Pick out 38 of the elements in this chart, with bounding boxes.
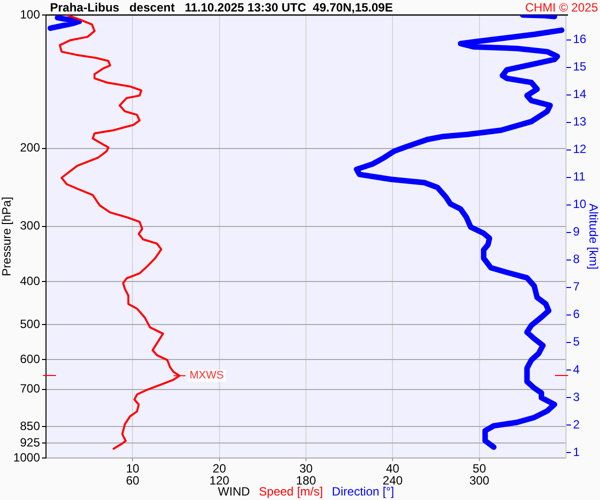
y2-tick-label: 1: [573, 444, 580, 459]
y-tick-label: 500: [20, 316, 40, 331]
y2-tick-label: 5: [573, 334, 580, 349]
y2-tick-label: 11: [573, 170, 586, 184]
y-tick-label: 1000: [13, 450, 40, 464]
y2-tick-label: 14: [573, 87, 587, 102]
annotation: MXWS: [189, 370, 224, 382]
y2-tick-label: 6: [573, 307, 580, 322]
x-tick-label: 40: [386, 462, 400, 476]
y2-tick-label: 4: [573, 362, 580, 376]
x2-tick-label: 60: [126, 474, 140, 488]
y2-tick-label: 8: [573, 252, 580, 266]
x2-tick-label: 300: [469, 474, 490, 488]
y2-axis-title: Altitude [km]: [586, 203, 600, 270]
y-tick-label: 200: [20, 140, 40, 155]
y-tick-label: 600: [20, 352, 40, 366]
y-tick-label: 700: [20, 382, 40, 396]
y-axis-title: Pressure [hPa]: [0, 196, 14, 276]
chart-title: Praha-Libus descent 11.10.2025 13:30 UTC 49.70N,15.09E: [50, 0, 393, 14]
y2-tick-label: 12: [573, 142, 587, 156]
x-tick-label: 50: [472, 462, 486, 476]
y-tick-label: 100: [20, 7, 40, 22]
y-tick-label: 925: [20, 435, 40, 450]
y2-tick-label: 15: [573, 60, 587, 74]
y2-tick-label: 13: [573, 114, 587, 129]
y2-tick-label: 2: [573, 417, 580, 432]
y2-tick-label: 7: [573, 280, 580, 294]
y2-tick-label: 3: [573, 390, 580, 404]
y-tick-label: 850: [20, 419, 40, 434]
y2-tick-label: 10: [573, 197, 587, 212]
x-tick-label: 10: [126, 462, 140, 476]
y-tick-label: 400: [20, 274, 40, 288]
y-tick-label: 300: [20, 218, 40, 233]
text: CHMI © 2025: [525, 0, 598, 14]
x-tick-label: 20: [212, 462, 226, 476]
y2-tick-label: 16: [573, 32, 587, 46]
x-tick-label: 30: [299, 462, 313, 476]
y2-tick-label: 9: [573, 224, 580, 239]
